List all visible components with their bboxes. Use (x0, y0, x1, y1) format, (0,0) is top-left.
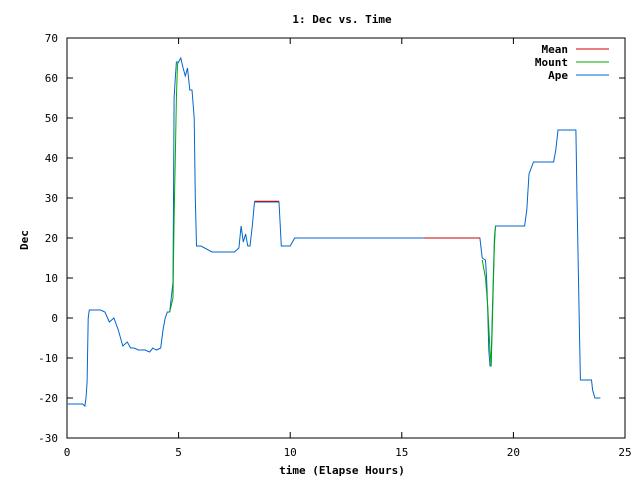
y-axis: -30 -20 -10 0 10 20 30 40 50 60 70 (38, 32, 625, 445)
y-tick-label: 60 (45, 72, 58, 85)
series-layer (67, 56, 601, 407)
y-tick-label: -20 (38, 392, 58, 405)
chart-title: 1: Dec vs. Time (292, 13, 392, 26)
series-line-mount (169, 61, 180, 313)
legend-label-mount: Mount (535, 56, 568, 69)
x-tick-label: 20 (507, 446, 520, 459)
x-tick-label: 5 (175, 446, 182, 459)
x-tick-label: 0 (64, 446, 71, 459)
legend-label-mean: Mean (542, 43, 569, 56)
y-tick-label: 10 (45, 272, 58, 285)
legend-label-ape: Ape (548, 69, 568, 82)
y-tick-label: -10 (38, 352, 58, 365)
y-tick-label: 0 (51, 312, 58, 325)
y-tick-label: 30 (45, 192, 58, 205)
y-tick-label: 40 (45, 152, 58, 165)
y-tick-label: 70 (45, 32, 58, 45)
y-tick-label: 20 (45, 232, 58, 245)
y-axis-label: Dec (18, 230, 31, 250)
x-tick-label: 10 (284, 446, 297, 459)
x-axis: 0 5 10 15 20 25 (64, 38, 632, 459)
x-tick-label: 25 (618, 446, 631, 459)
x-tick-label: 15 (395, 446, 408, 459)
y-tick-label: -30 (38, 432, 58, 445)
y-tick-label: 50 (45, 112, 58, 125)
series-line-ape (67, 56, 601, 407)
x-axis-label: time (Elapse Hours) (279, 464, 405, 477)
series-line-mount (481, 225, 496, 367)
